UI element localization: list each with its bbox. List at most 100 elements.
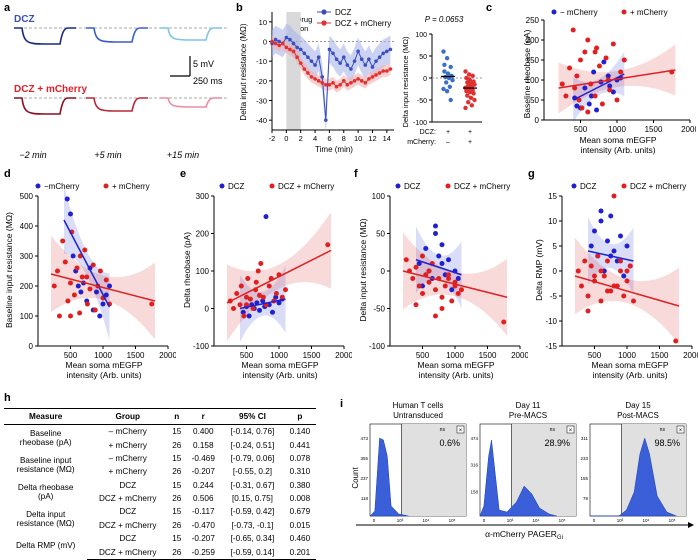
inset-ytick-label: -100	[413, 120, 427, 127]
scatter-point	[446, 272, 451, 278]
scatter-point	[244, 294, 249, 300]
b-legend-mch: DCZ + mCherry	[335, 19, 391, 28]
n-cell: 26	[172, 494, 182, 504]
panel-label-c: c	[486, 2, 493, 14]
measure-cell: Delta RMP (mV)	[4, 532, 87, 559]
d-legend: −mCherry + mCherry	[35, 182, 150, 191]
panel-label-d: d	[4, 168, 11, 180]
scatter-point	[75, 283, 81, 289]
scatter-point	[273, 294, 279, 300]
b-point	[324, 118, 328, 122]
b-ylabel: Delta input resistance (MΩ)	[239, 23, 248, 120]
b-point	[309, 75, 314, 79]
measure-line: rheobase (pA)	[19, 438, 72, 448]
scatter-point	[433, 223, 438, 229]
i-ytick-label: 237	[360, 476, 368, 481]
i-histogram-1	[479, 439, 557, 517]
xtick-label: 1000	[94, 351, 112, 360]
scatter-point	[439, 261, 445, 266]
ci-cell: [-0.73, -0.1]	[231, 520, 274, 530]
b-inset-ylabel: Delta input resistance (MΩ)	[401, 36, 410, 128]
f-legend-2: DCZ + mCherry	[454, 182, 510, 191]
inset-point	[472, 97, 477, 103]
b-point	[273, 41, 278, 46]
i-title-0-line1: Human T cells	[393, 401, 444, 410]
b-point	[302, 51, 307, 56]
scatter-point	[592, 93, 598, 99]
table-row: DCZ + mCherry 26 0.506 [0.15, 0.75] 0.008	[4, 492, 316, 505]
i-xtick-label: 0	[373, 518, 376, 523]
xtick-label: 500	[588, 351, 602, 360]
scatter-point	[585, 109, 591, 115]
b-point	[377, 71, 382, 75]
i-xtick-label: 10⁵	[559, 518, 566, 523]
p-cell: 0.310	[289, 467, 311, 477]
i-percent-2: 98.5%	[654, 438, 680, 448]
i-gate-label: ns	[550, 427, 556, 433]
scatter-point	[605, 258, 610, 264]
scatter-point	[240, 309, 246, 315]
scatter-point	[614, 97, 620, 103]
p-cell: 0.380	[289, 480, 311, 490]
scatter-point	[611, 193, 617, 199]
xtick-label: 1500	[127, 351, 145, 360]
ytick-label: -100	[369, 342, 386, 351]
b-ytick-label: -30	[256, 97, 267, 106]
i-xtick-label: 10⁴	[643, 518, 650, 523]
b-point	[277, 39, 281, 44]
ytick-label: 100	[196, 267, 210, 276]
b-point	[385, 69, 389, 73]
b-point	[381, 51, 386, 56]
b-point	[341, 55, 346, 60]
scatter-point	[51, 283, 57, 289]
group-cell: + mCherry	[108, 467, 147, 477]
b-point	[309, 59, 314, 63]
b-point	[374, 59, 378, 63]
scatter-point	[605, 73, 611, 79]
scatter-point	[279, 294, 285, 300]
scatter-point	[501, 319, 507, 325]
mcherry-trace-label: DCZ + mCherry	[14, 84, 88, 95]
scatter-point	[605, 238, 610, 244]
xtick-label: 1500	[651, 351, 669, 360]
fit-line-0	[415, 259, 462, 276]
fit-line-1	[558, 69, 676, 89]
scatter-point	[410, 276, 416, 281]
i-xlabel-main: α-mCherry PAGER	[485, 529, 557, 539]
panel-b-chart: Delta input resistance (MΩ) Time (min) D…	[239, 8, 482, 154]
scatter-point	[64, 196, 70, 202]
inset-point	[444, 80, 449, 85]
col-ci: 95% CI	[221, 408, 284, 425]
g-ylabel: Delta RMP (mV)	[534, 239, 544, 301]
scatter-point	[559, 81, 565, 87]
fit-line-0	[572, 73, 625, 101]
e-legend: DCZ DCZ + mCherry	[219, 182, 334, 191]
inset-point	[444, 89, 450, 94]
b-point	[320, 81, 325, 85]
r-cell: -0.469	[191, 453, 215, 463]
scatter-point	[238, 283, 244, 289]
ci-cell: [-0.59, 0.14]	[221, 545, 284, 560]
g-legend-2: DCZ + mCherry	[630, 182, 686, 191]
close-icon	[456, 425, 465, 434]
b-xtick-label: 12	[368, 134, 376, 143]
b-row-mch-2: +	[468, 139, 472, 146]
scatter-point	[107, 283, 112, 289]
scatter-point	[62, 259, 68, 265]
scatter-point	[455, 291, 461, 296]
n-cell: 15	[172, 507, 182, 517]
g-xlabel2: intensity (Arb. units)	[592, 370, 667, 380]
b-row-mch-1: –	[446, 139, 450, 146]
b-point	[316, 55, 321, 60]
col-p: p	[283, 408, 316, 425]
scatter-point	[234, 291, 240, 296]
xtick-label: 500	[240, 351, 254, 360]
scatter-point	[673, 338, 679, 344]
ci-cell: [-0.14, 0.76]	[230, 427, 275, 437]
scatter-point	[621, 57, 627, 63]
b-legend: DCZ DCZ + mCherry	[317, 8, 391, 28]
group-cell: DCZ	[119, 507, 137, 517]
b-point	[356, 77, 360, 81]
i-title-2-line1: Day 15	[625, 401, 651, 410]
table-row: + mCherry 26 -0.207 [-0.55, 0.2] 0.310	[4, 465, 316, 478]
